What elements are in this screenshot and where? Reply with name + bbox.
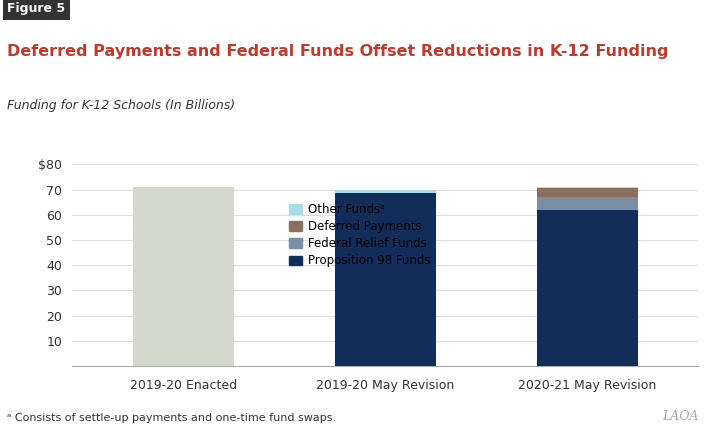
Bar	[536, 187, 638, 188]
Text: LAOA: LAOA	[662, 411, 698, 423]
Bar	[335, 194, 436, 366]
Bar	[335, 190, 436, 194]
Text: Deferred Payments and Federal Funds Offset Reductions in K-12 Funding: Deferred Payments and Federal Funds Offs…	[7, 44, 669, 59]
Legend: Other Fundsᵃ, Deferred Payments, Federal Relief Funds, Proposition 98 Funds: Other Fundsᵃ, Deferred Payments, Federal…	[284, 198, 436, 272]
Bar	[536, 188, 638, 197]
Bar	[536, 210, 638, 366]
Text: ᵃ Consists of settle-up payments and one-time fund swaps.: ᵃ Consists of settle-up payments and one…	[7, 413, 336, 423]
Bar	[536, 197, 638, 210]
Text: Figure 5: Figure 5	[7, 2, 66, 15]
Bar	[132, 187, 234, 366]
Text: Funding for K-12 Schools (In Billions): Funding for K-12 Schools (In Billions)	[7, 99, 235, 112]
